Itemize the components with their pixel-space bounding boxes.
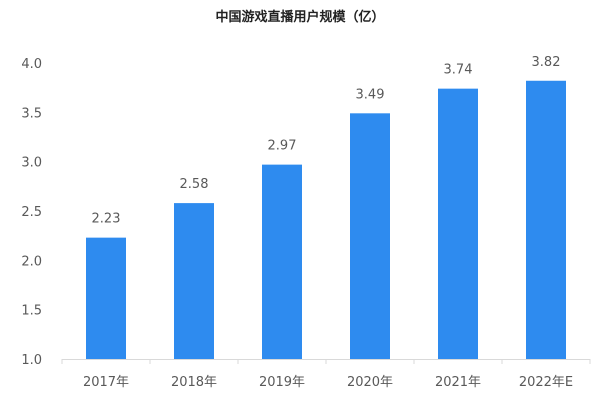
bar — [86, 237, 126, 359]
x-tick-label: 2020年 — [347, 375, 393, 390]
data-label: 3.82 — [532, 55, 561, 70]
data-label: 3.74 — [444, 63, 473, 78]
bar — [262, 164, 302, 359]
bar — [174, 203, 214, 359]
x-tick-label: 2022年E — [519, 375, 573, 390]
x-tick-label: 2018年 — [171, 375, 217, 390]
data-label: 2.58 — [180, 177, 209, 192]
data-label: 2.97 — [268, 139, 297, 154]
data-label: 3.49 — [356, 87, 385, 102]
y-tick-label: 3.5 — [21, 106, 42, 121]
bar — [350, 113, 390, 359]
y-tick-label: 1.5 — [21, 304, 42, 319]
y-tick-label: 1.0 — [21, 353, 42, 368]
x-tick-label: 2019年 — [259, 375, 305, 390]
data-label: 2.23 — [92, 212, 121, 227]
y-tick-label: 2.5 — [21, 205, 42, 220]
bar — [526, 80, 566, 359]
x-tick-label: 2017年 — [83, 375, 129, 390]
bar — [438, 88, 478, 360]
x-tick-label: 2021年 — [435, 375, 481, 390]
y-tick-label: 2.0 — [21, 254, 42, 269]
y-tick-label: 3.0 — [21, 156, 42, 171]
chart-title: 中国游戏直播用户规模（亿） — [215, 10, 385, 25]
y-tick-label: 4.0 — [21, 57, 42, 72]
